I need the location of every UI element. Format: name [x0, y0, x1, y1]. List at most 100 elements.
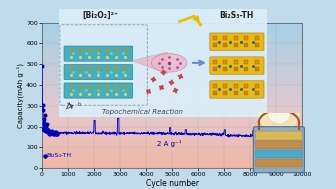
Point — [174, 65, 179, 68]
Point — [54, 131, 59, 134]
Point — [244, 84, 249, 87]
Point — [49, 130, 54, 133]
Point — [146, 90, 151, 93]
Point — [51, 132, 57, 135]
Point — [212, 36, 218, 39]
Point — [43, 129, 49, 132]
Point — [105, 55, 110, 58]
Point — [150, 78, 155, 81]
Point — [212, 84, 218, 87]
Point — [173, 88, 178, 91]
Point — [46, 130, 52, 133]
Point — [47, 130, 52, 133]
Point — [87, 67, 92, 70]
Point — [53, 131, 59, 134]
Point — [233, 60, 239, 63]
Point — [233, 44, 239, 47]
Point — [43, 129, 48, 132]
Point — [45, 128, 50, 131]
Point — [114, 67, 119, 70]
Point — [44, 129, 49, 132]
Point — [49, 130, 55, 133]
Polygon shape — [132, 52, 167, 74]
FancyBboxPatch shape — [253, 127, 304, 173]
Point — [41, 128, 46, 131]
Point — [69, 92, 74, 95]
Point — [46, 130, 51, 133]
Point — [45, 130, 51, 133]
Point — [233, 84, 239, 87]
Text: c: c — [70, 104, 73, 109]
Point — [51, 132, 56, 135]
FancyBboxPatch shape — [256, 141, 302, 149]
Point — [114, 74, 119, 77]
Point — [47, 133, 52, 136]
Point — [54, 132, 60, 135]
Point — [156, 61, 162, 64]
Point — [69, 67, 74, 70]
Point — [71, 70, 76, 73]
Text: [Bi₂O₂]²⁺: [Bi₂O₂]²⁺ — [82, 11, 119, 20]
Point — [78, 55, 83, 58]
Point — [44, 130, 50, 133]
Point — [96, 67, 101, 70]
Point — [52, 132, 57, 135]
Point — [42, 113, 48, 116]
FancyBboxPatch shape — [210, 33, 264, 50]
Point — [87, 74, 92, 77]
Point — [83, 52, 89, 55]
Text: Topochemical Reaction: Topochemical Reaction — [101, 109, 183, 115]
Point — [44, 123, 49, 126]
Point — [108, 52, 114, 55]
Point — [105, 48, 110, 51]
Point — [78, 85, 83, 88]
Point — [223, 44, 228, 47]
Point — [223, 60, 228, 63]
Point — [108, 70, 114, 73]
Point — [42, 128, 47, 131]
Point — [250, 40, 255, 43]
Point — [123, 67, 128, 70]
Point — [105, 92, 110, 95]
Point — [159, 57, 165, 60]
Point — [87, 55, 92, 58]
Point — [167, 56, 172, 59]
Point — [43, 125, 48, 128]
Circle shape — [152, 54, 187, 72]
Point — [43, 129, 48, 132]
Point — [96, 52, 101, 55]
Point — [114, 92, 119, 95]
Point — [233, 36, 239, 39]
Point — [40, 104, 46, 107]
Point — [69, 55, 74, 58]
Point — [96, 89, 101, 92]
FancyBboxPatch shape — [256, 159, 302, 167]
Point — [254, 44, 259, 47]
Point — [45, 130, 50, 133]
Point — [78, 92, 83, 95]
Point — [48, 130, 54, 133]
Point — [96, 85, 101, 88]
Point — [254, 36, 259, 39]
FancyBboxPatch shape — [64, 46, 133, 61]
Point — [42, 155, 48, 158]
Point — [50, 132, 56, 135]
Point — [49, 130, 54, 133]
Point — [54, 132, 59, 135]
Point — [51, 131, 57, 134]
Point — [43, 128, 49, 131]
Point — [42, 123, 47, 126]
Text: 2 A g⁻¹: 2 A g⁻¹ — [157, 140, 181, 147]
Point — [123, 55, 128, 58]
Point — [52, 133, 57, 136]
Point — [239, 64, 244, 67]
Point — [212, 92, 218, 95]
Point — [223, 84, 228, 87]
Point — [42, 129, 48, 132]
Point — [244, 36, 249, 39]
Point — [123, 48, 128, 51]
Point — [69, 48, 74, 51]
Point — [53, 132, 58, 135]
Point — [96, 70, 101, 73]
Circle shape — [269, 104, 289, 122]
